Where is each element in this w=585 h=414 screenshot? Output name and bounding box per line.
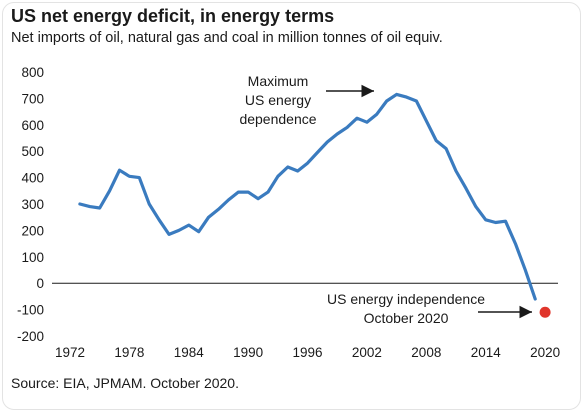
x-tick-label: 1972 <box>55 345 85 360</box>
y-tick-label: 0 <box>36 276 44 291</box>
x-tick-label: 1990 <box>233 345 263 360</box>
y-tick-label: 800 <box>21 65 44 80</box>
chart-card <box>2 2 581 410</box>
annotation-max-line-1: Maximum <box>248 73 309 89</box>
x-tick-label: 1984 <box>174 345 205 360</box>
y-tick-label: 200 <box>21 223 44 238</box>
x-tick-label: 2008 <box>411 345 441 360</box>
y-tick-label: -200 <box>17 329 44 344</box>
x-tick-label: 1978 <box>114 345 144 360</box>
x-tick-label: 1996 <box>293 345 323 360</box>
y-tick-label: 300 <box>21 197 44 212</box>
annotation-independence-line-2: October 2020 <box>364 310 449 326</box>
x-tick-label: 2002 <box>352 345 382 360</box>
annotation-max-line-3: dependence <box>239 111 316 127</box>
marker-independence-point <box>539 306 551 318</box>
y-tick-label: 500 <box>21 144 44 159</box>
annotation-max-line-2: US energy <box>245 92 311 108</box>
chart-subtitle: Net imports of oil, natural gas and coal… <box>11 30 443 46</box>
annotation-independence-line-1: US energy independence <box>327 291 485 307</box>
y-tick-label: 400 <box>21 171 44 186</box>
x-tick-label: 2020 <box>530 345 560 360</box>
y-tick-label: 700 <box>21 91 44 106</box>
chart-title: US net energy deficit, in energy terms <box>11 6 335 26</box>
series-line-net-imports <box>78 92 537 301</box>
y-tick-label: 100 <box>21 250 44 265</box>
x-tick-label: 2014 <box>471 345 502 360</box>
chart-source: Source: EIA, JPMAM. October 2020. <box>11 375 239 391</box>
y-tick-label: -100 <box>17 303 44 318</box>
y-tick-label: 600 <box>21 118 44 133</box>
